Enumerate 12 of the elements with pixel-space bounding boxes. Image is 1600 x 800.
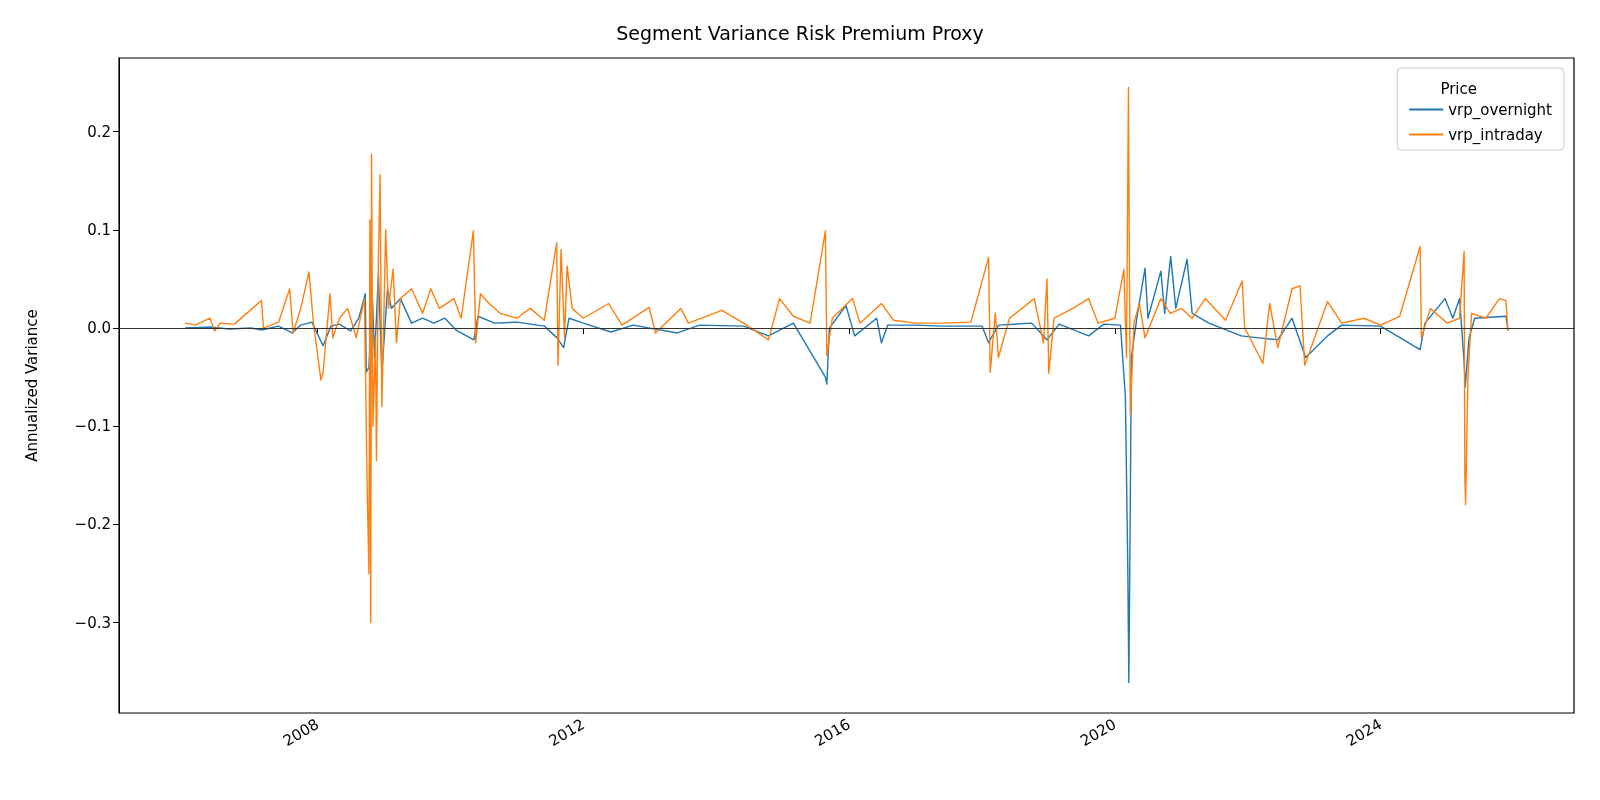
y-tick-label: 0.0 <box>87 319 111 338</box>
chart-title: Segment Variance Risk Premium Proxy <box>616 21 984 44</box>
y-tick-label: −0.1 <box>74 417 111 436</box>
y-tick-label: 0.1 <box>87 220 111 239</box>
legend-label: vrp_intraday <box>1448 125 1543 145</box>
y-tick-label: −0.2 <box>74 515 111 534</box>
y-tick-label: 0.2 <box>87 122 111 141</box>
line-series <box>184 255 1509 684</box>
legend-label: vrp_overnight <box>1448 100 1553 120</box>
y-tick-label: −0.3 <box>74 613 111 632</box>
legend-title: Price <box>1440 79 1477 98</box>
y-axis-title: Annualized Variance <box>22 309 41 462</box>
